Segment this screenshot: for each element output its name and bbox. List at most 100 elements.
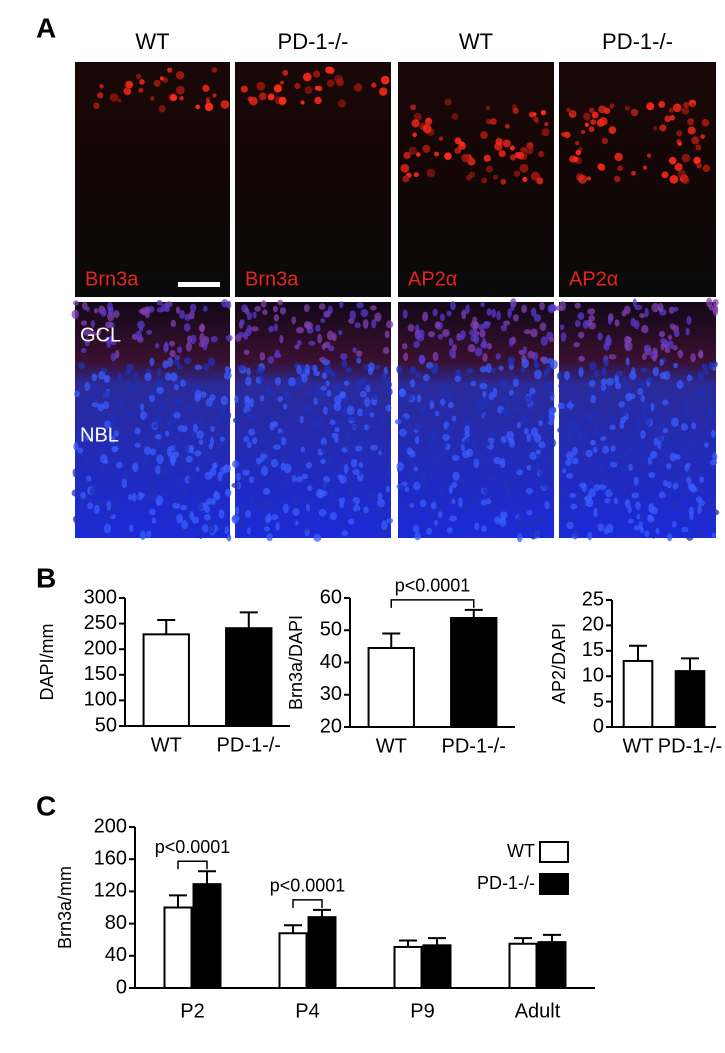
nucleus xyxy=(320,445,327,453)
y-tick-label: 200 xyxy=(94,815,127,837)
nucleus xyxy=(114,497,121,504)
cell xyxy=(304,86,313,95)
nucleus xyxy=(320,385,327,391)
nucleus xyxy=(520,367,526,374)
nucleus xyxy=(110,339,117,346)
nucleus xyxy=(273,444,281,450)
nucleus xyxy=(85,496,91,505)
nucleus xyxy=(300,447,305,453)
nucleus xyxy=(464,425,470,434)
y-tick-label: 300 xyxy=(84,586,117,608)
nucleus xyxy=(545,380,553,390)
error-bar xyxy=(284,924,302,934)
cell xyxy=(584,122,589,127)
nucleus xyxy=(636,448,641,455)
nucleus xyxy=(588,380,596,387)
cell xyxy=(412,132,417,138)
nucleus xyxy=(429,433,437,441)
nucleus xyxy=(399,428,407,437)
nucleus xyxy=(126,410,134,419)
nucleus xyxy=(385,404,392,412)
nucleus xyxy=(547,304,556,314)
nucleus xyxy=(521,304,528,314)
nucleus xyxy=(644,307,649,318)
stain-label: AP2α xyxy=(408,268,457,290)
y-tick-label: 30 xyxy=(320,683,342,705)
panel-label: A xyxy=(36,12,56,43)
nucleus xyxy=(291,316,296,325)
nucleus xyxy=(149,357,155,367)
nucleus xyxy=(221,299,229,308)
nucleus xyxy=(260,300,267,308)
nucleus xyxy=(135,330,142,341)
nucleus xyxy=(640,394,645,403)
nucleus xyxy=(672,521,677,528)
nucleus xyxy=(71,489,79,497)
cell xyxy=(170,94,178,101)
nucleus xyxy=(235,506,240,516)
cell xyxy=(282,69,289,76)
cell xyxy=(583,112,591,121)
nucleus xyxy=(365,385,371,393)
nucleus xyxy=(451,454,460,461)
x-tick-label: P2 xyxy=(180,1000,204,1022)
nucleus xyxy=(139,403,145,412)
cell xyxy=(522,176,528,182)
nucleus xyxy=(235,472,241,481)
nucleus xyxy=(474,347,483,357)
nucleus xyxy=(144,494,153,500)
nucleus xyxy=(95,527,102,536)
nucleus xyxy=(588,322,597,330)
nucleus xyxy=(119,398,125,407)
nucleus xyxy=(347,485,352,496)
nucleus xyxy=(673,306,679,312)
nucleus xyxy=(192,423,198,433)
nucleus xyxy=(662,428,669,434)
cell xyxy=(379,87,388,96)
nucleus xyxy=(698,349,704,359)
nucleus xyxy=(454,375,461,383)
nucleus xyxy=(489,502,495,510)
nucleus xyxy=(238,517,246,526)
nucleus xyxy=(172,502,181,509)
nucleus xyxy=(500,514,506,524)
nucleus xyxy=(165,430,170,437)
cell xyxy=(514,152,521,159)
nucleus xyxy=(434,321,441,330)
nucleus xyxy=(339,475,347,484)
nucleus xyxy=(470,321,479,329)
column-header: WT xyxy=(135,29,169,54)
nucleus xyxy=(422,311,429,322)
nucleus xyxy=(659,338,667,344)
nucleus xyxy=(183,323,191,332)
nucleus xyxy=(697,504,702,515)
cell xyxy=(313,70,321,78)
nucleus xyxy=(560,332,567,342)
cell xyxy=(669,174,679,184)
nucleus xyxy=(614,382,622,390)
nucleus xyxy=(566,521,574,530)
nucleus xyxy=(466,368,474,374)
nucleus xyxy=(474,400,483,409)
nucleus xyxy=(524,395,532,405)
nucleus xyxy=(518,349,525,356)
nucleus xyxy=(268,325,274,333)
nucleus xyxy=(89,487,96,497)
panel-label: B xyxy=(36,562,56,593)
cell xyxy=(426,168,436,178)
error-bar xyxy=(313,908,331,918)
nucleus xyxy=(662,399,669,406)
nucleus xyxy=(340,353,348,360)
error-bar xyxy=(157,619,176,635)
nucleus xyxy=(157,404,164,411)
y-tick-label: 40 xyxy=(105,944,127,966)
nucleus xyxy=(650,530,657,539)
nucleus xyxy=(209,436,214,446)
bar-chart: 0 5 10 15 20 25 AP2/DAPI WT PD-1-/- xyxy=(549,588,722,757)
cell xyxy=(294,82,301,90)
nucleus xyxy=(251,437,258,445)
nucleus xyxy=(77,362,86,370)
nucleus xyxy=(657,440,662,450)
nucleus xyxy=(250,326,259,332)
nucleus xyxy=(246,367,251,376)
